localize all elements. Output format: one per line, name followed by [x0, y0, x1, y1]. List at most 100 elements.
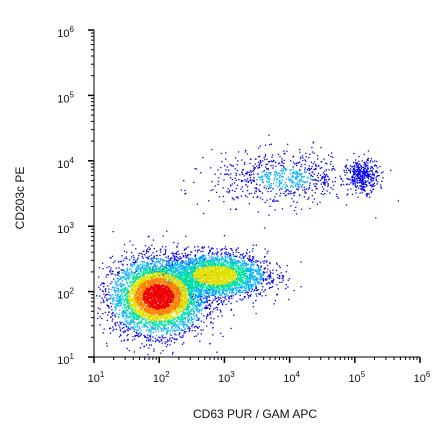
- event-point: [195, 309, 197, 311]
- event-point: [309, 184, 311, 186]
- event-point: [355, 181, 357, 183]
- event-point: [248, 257, 251, 259]
- event-point: [361, 185, 363, 187]
- event-point: [166, 270, 168, 272]
- event-point: [217, 315, 219, 318]
- event-point: [349, 169, 351, 172]
- event-point: [279, 180, 281, 182]
- event-point: [330, 187, 332, 189]
- event-point: [330, 161, 332, 163]
- event-point: [292, 166, 294, 168]
- event-point: [112, 286, 115, 288]
- event-point: [308, 165, 310, 167]
- event-point: [352, 175, 354, 177]
- event-point: [130, 265, 133, 267]
- event-point: [222, 290, 225, 292]
- event-point: [242, 173, 244, 175]
- event-point: [201, 287, 203, 289]
- event-point: [148, 330, 150, 332]
- event-point: [247, 270, 250, 273]
- event-point: [364, 172, 366, 174]
- event-point: [340, 183, 342, 186]
- event-point: [109, 297, 112, 299]
- event-point: [120, 278, 122, 280]
- event-point: [188, 311, 191, 313]
- event-point: [172, 253, 174, 255]
- event-point: [261, 295, 263, 297]
- event-point: [270, 190, 272, 192]
- event-point: [114, 315, 117, 317]
- event-point: [249, 179, 251, 181]
- event-point: [191, 326, 193, 328]
- event-point: [119, 289, 121, 291]
- event-point: [296, 171, 298, 173]
- event-point: [152, 340, 154, 342]
- event-point: [169, 267, 172, 269]
- event-point: [108, 294, 110, 296]
- event-point: [376, 175, 378, 177]
- event-point: [168, 266, 170, 268]
- event-point: [123, 313, 125, 315]
- event-point: [123, 305, 126, 307]
- event-point: [175, 273, 177, 275]
- event-point: [175, 327, 177, 329]
- event-point: [137, 318, 139, 320]
- y-tick-label: 103: [57, 221, 74, 236]
- event-point: [326, 190, 328, 192]
- event-point: [132, 244, 134, 246]
- event-point: [114, 299, 116, 302]
- event-point: [140, 267, 143, 269]
- event-point: [247, 185, 249, 188]
- event-point: [182, 269, 184, 271]
- event-point: [249, 279, 251, 281]
- event-point: [197, 300, 199, 302]
- event-point: [119, 283, 122, 285]
- event-point: [332, 188, 334, 190]
- event-point: [308, 169, 310, 171]
- event-point: [277, 274, 279, 276]
- event-point: [187, 258, 190, 260]
- event-point: [160, 265, 162, 267]
- event-point: [120, 323, 122, 325]
- event-point: [249, 270, 251, 272]
- event-point: [212, 311, 214, 313]
- event-point: [192, 289, 194, 291]
- event-point: [135, 274, 138, 276]
- event-point: [130, 272, 132, 275]
- event-point: [191, 282, 194, 284]
- event-point: [205, 258, 207, 260]
- event-point: [203, 321, 205, 323]
- event-point: [174, 323, 176, 325]
- event-point: [242, 253, 244, 255]
- event-point: [210, 289, 213, 291]
- event-point: [214, 260, 216, 262]
- event-point: [152, 258, 155, 260]
- event-point: [257, 211, 259, 213]
- event-point: [111, 315, 113, 317]
- event-point: [251, 260, 253, 262]
- event-point: [219, 294, 222, 297]
- event-point: [242, 291, 244, 293]
- event-point: [346, 167, 349, 169]
- event-point: [188, 282, 190, 285]
- event-point: [254, 276, 256, 278]
- event-point: [196, 306, 198, 309]
- event-point: [120, 334, 122, 337]
- event-point: [354, 173, 356, 176]
- event-point: [136, 261, 138, 263]
- event-point: [244, 194, 247, 197]
- event-point: [185, 260, 187, 262]
- event-point: [162, 328, 164, 330]
- event-point: [154, 323, 157, 325]
- event-point: [148, 338, 150, 340]
- event-point: [319, 174, 322, 176]
- event-point: [109, 327, 111, 329]
- event-point: [110, 305, 113, 308]
- event-point: [118, 304, 120, 306]
- event-point: [122, 331, 124, 333]
- event-point: [181, 317, 183, 319]
- event-point: [297, 173, 299, 175]
- event-point: [284, 195, 286, 197]
- event-point: [284, 187, 287, 189]
- event-point: [377, 175, 379, 177]
